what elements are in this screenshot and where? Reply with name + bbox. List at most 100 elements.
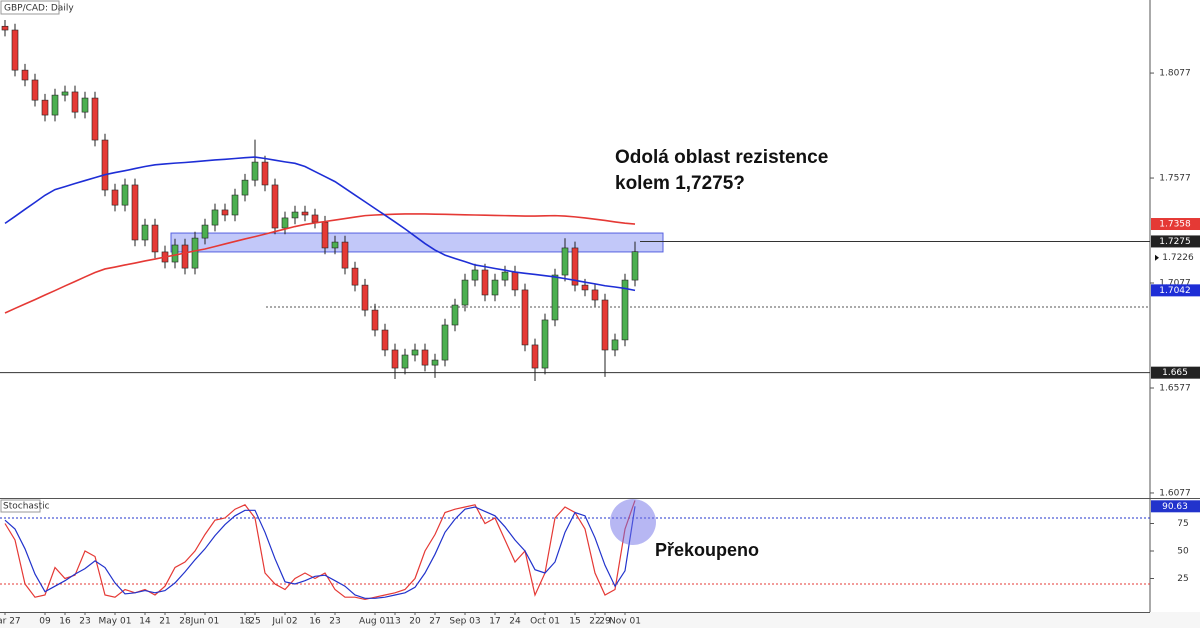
candle-body xyxy=(531,344,539,369)
ma-label-box xyxy=(1151,218,1200,231)
x-tick-label: 18 xyxy=(239,617,251,627)
x-tick-label: 21 xyxy=(159,617,170,627)
stoch-title-box xyxy=(0,499,41,513)
candle-body xyxy=(1,25,9,31)
candle-body xyxy=(351,267,359,286)
candle-body xyxy=(491,279,499,296)
x-tick-label: 09 xyxy=(39,617,51,627)
candle-body xyxy=(121,184,129,206)
candle-body xyxy=(11,29,19,71)
candle-body xyxy=(581,284,589,291)
annotation: Odolá oblast rezistence xyxy=(615,147,828,168)
candle-body xyxy=(81,97,89,113)
current-price: 1.7226 xyxy=(1162,253,1194,263)
x-tick-label: 25 xyxy=(249,617,260,627)
candle-body xyxy=(421,349,429,366)
line-label: 1.665 xyxy=(1162,368,1188,378)
x-tick-label: 27 xyxy=(429,617,440,627)
candle-body xyxy=(611,339,619,351)
stoch-label: 90.63 xyxy=(1162,502,1188,512)
line-label: 1.7275 xyxy=(1159,237,1191,247)
candle-body xyxy=(471,269,479,281)
candle-body xyxy=(601,299,609,351)
candle-body xyxy=(91,97,99,141)
candle-body xyxy=(411,349,419,356)
candle-body xyxy=(391,349,399,369)
candle-body xyxy=(211,209,219,226)
x-tick-label: 20 xyxy=(409,617,421,627)
candle-body xyxy=(521,289,529,346)
date-axis-bg xyxy=(0,612,1200,628)
ma-label-box xyxy=(1151,284,1200,297)
x-tick-label: Sep 03 xyxy=(449,617,480,627)
y-tick-label: 1.7577 xyxy=(1159,174,1191,184)
candle-body xyxy=(431,359,439,366)
candle-body xyxy=(331,241,339,249)
x-tick-label: 22 xyxy=(589,617,600,627)
x-tick-label: 29 xyxy=(599,617,611,627)
candle-body xyxy=(381,329,389,351)
candle-body xyxy=(171,244,179,263)
candle-body xyxy=(101,139,109,191)
candle-body xyxy=(481,269,489,296)
candle-body xyxy=(271,184,279,229)
x-tick-label: May 01 xyxy=(99,617,132,627)
x-tick-label: Jul 02 xyxy=(271,617,297,627)
stoch-y-tick-label: 75 xyxy=(1177,519,1188,529)
x-tick-label: 16 xyxy=(59,617,71,627)
candle-body xyxy=(441,324,449,361)
candle-body xyxy=(221,209,229,216)
candle-body xyxy=(51,94,59,116)
moving-average xyxy=(4,156,636,292)
price-marker xyxy=(1155,254,1159,261)
candle-body xyxy=(261,161,269,186)
candle-body xyxy=(31,79,39,101)
x-tick-label: Jun 01 xyxy=(190,617,219,627)
moving-average xyxy=(4,213,636,314)
stoch-title: Stochastic xyxy=(3,502,50,512)
resistance-zone xyxy=(170,232,664,253)
candle-body xyxy=(501,271,509,281)
candle-body xyxy=(111,189,119,206)
candle-body xyxy=(461,279,469,306)
candle-body xyxy=(541,319,549,369)
line-label-box xyxy=(1151,235,1200,248)
candle-body xyxy=(241,179,249,196)
candle-body xyxy=(21,69,29,81)
x-tick-label: Oct 01 xyxy=(530,617,560,627)
candle-body xyxy=(281,217,289,229)
candle-body xyxy=(41,99,49,116)
chart-title: GBP/CAD: Daily xyxy=(4,4,74,14)
candle-body xyxy=(251,161,259,181)
candle-body xyxy=(291,211,299,219)
candle-body xyxy=(621,279,629,341)
x-tick-label: 13 xyxy=(389,617,400,627)
x-tick-label: Aug 01 xyxy=(359,617,391,627)
x-tick-label: Mar 27 xyxy=(0,617,21,627)
x-tick-label: Nov 01 xyxy=(609,617,641,627)
highlight-circle xyxy=(610,499,656,545)
candle-body xyxy=(231,194,239,216)
candle-body xyxy=(311,214,319,223)
candle-body xyxy=(301,211,309,216)
x-tick-label: 16 xyxy=(309,617,321,627)
x-tick-label: 17 xyxy=(489,617,500,627)
candle-body xyxy=(401,354,409,369)
candle-body xyxy=(71,91,79,113)
candle-body xyxy=(321,221,329,249)
line-label-box xyxy=(1151,366,1200,379)
candle-body xyxy=(591,289,599,301)
x-tick-label: 23 xyxy=(329,617,340,627)
title-box xyxy=(0,0,60,15)
stoch-y-tick-label: 50 xyxy=(1177,547,1189,557)
x-tick-label: 15 xyxy=(569,617,580,627)
ma-label: 1.7358 xyxy=(1159,220,1191,230)
annotation: kolem 1,7275? xyxy=(615,173,745,194)
candle-body xyxy=(451,304,459,326)
candle-body xyxy=(571,247,579,286)
x-tick-label: 28 xyxy=(179,617,191,627)
x-tick-label: 23 xyxy=(79,617,90,627)
